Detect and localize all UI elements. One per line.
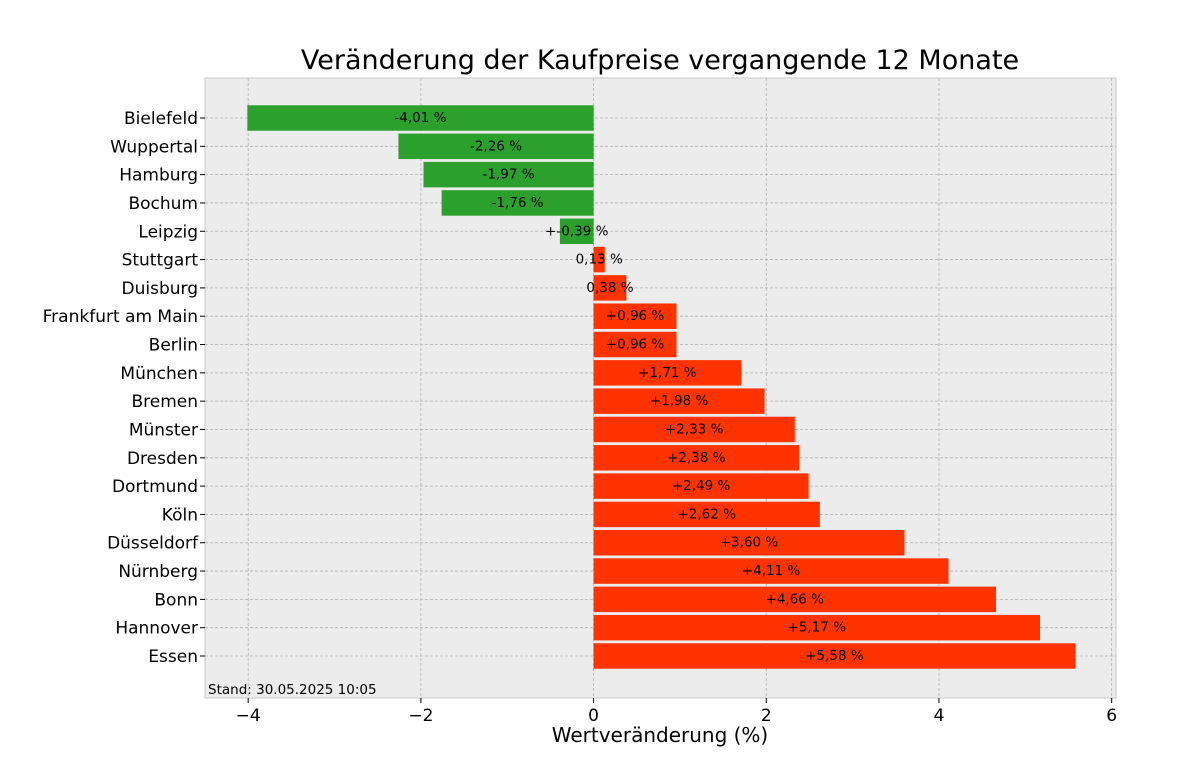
data-label: +5,17 % [788,620,847,636]
data-label: -1,97 % [482,167,534,183]
category-label: Köln [162,505,198,525]
x-tick-label: 4 [934,706,945,726]
category-label: Hannover [115,619,198,639]
category-axis: Bielefeld Wuppertal Hamburg Bochum Leipzig St… [43,109,205,667]
category-label: Dresden [127,449,198,469]
category-label: Dortmund [112,477,198,497]
category-label: Frankfurt am Main [43,307,198,327]
data-label: -4,01 % [394,110,446,126]
data-label: +0,96 % [606,308,665,324]
data-label: -2,26 % [470,138,522,154]
x-tick-label: −4 [236,706,261,726]
category-label: Berlin [149,336,198,356]
category-label: München [120,364,198,384]
data-label: +4,66 % [766,591,825,607]
data-label: +1,98 % [650,393,709,409]
data-label: +0,96 % [606,337,665,353]
x-tick-label: 6 [1106,706,1117,726]
data-label: 0,38 % [586,280,633,296]
data-label: 0,13 % [576,252,623,268]
category-label: Bremen [131,392,198,412]
category-label: Bielefeld [124,109,198,129]
category-label: Wuppertal [110,137,198,157]
timestamp-annotation: Stand: 30.05.2025 10:05 [208,682,377,698]
data-label: +3,60 % [720,535,779,551]
data-label: +5,58 % [805,648,864,664]
category-label: Leipzig [138,222,198,242]
x-tick-label: −2 [408,706,433,726]
x-axis: −4 −2 0 2 4 6 [236,698,1117,726]
x-axis-label: Wertveränderung (%) [552,723,769,747]
category-label: Duisburg [122,279,199,299]
category-label: Hamburg [119,166,198,186]
data-label: +1,71 % [638,365,697,381]
data-label: +4,11 % [742,563,801,579]
chart-title: Veränderung der Kaufpreise vergangende 1… [301,45,1019,76]
category-label: Stuttgart [122,251,199,271]
data-label: +-0,39 % [545,223,609,239]
data-label: +2,62 % [677,506,736,522]
category-label: Düsseldorf [107,534,199,554]
category-label: Bonn [154,590,198,610]
category-label: Essen [148,647,198,667]
data-label: -1,76 % [492,195,544,211]
category-label: Nürnberg [118,562,198,582]
data-label: +2,33 % [665,421,724,437]
data-label: +2,38 % [667,450,726,466]
category-label: Münster [129,420,198,440]
category-label: Bochum [128,194,198,214]
data-label: +2,49 % [672,478,731,494]
